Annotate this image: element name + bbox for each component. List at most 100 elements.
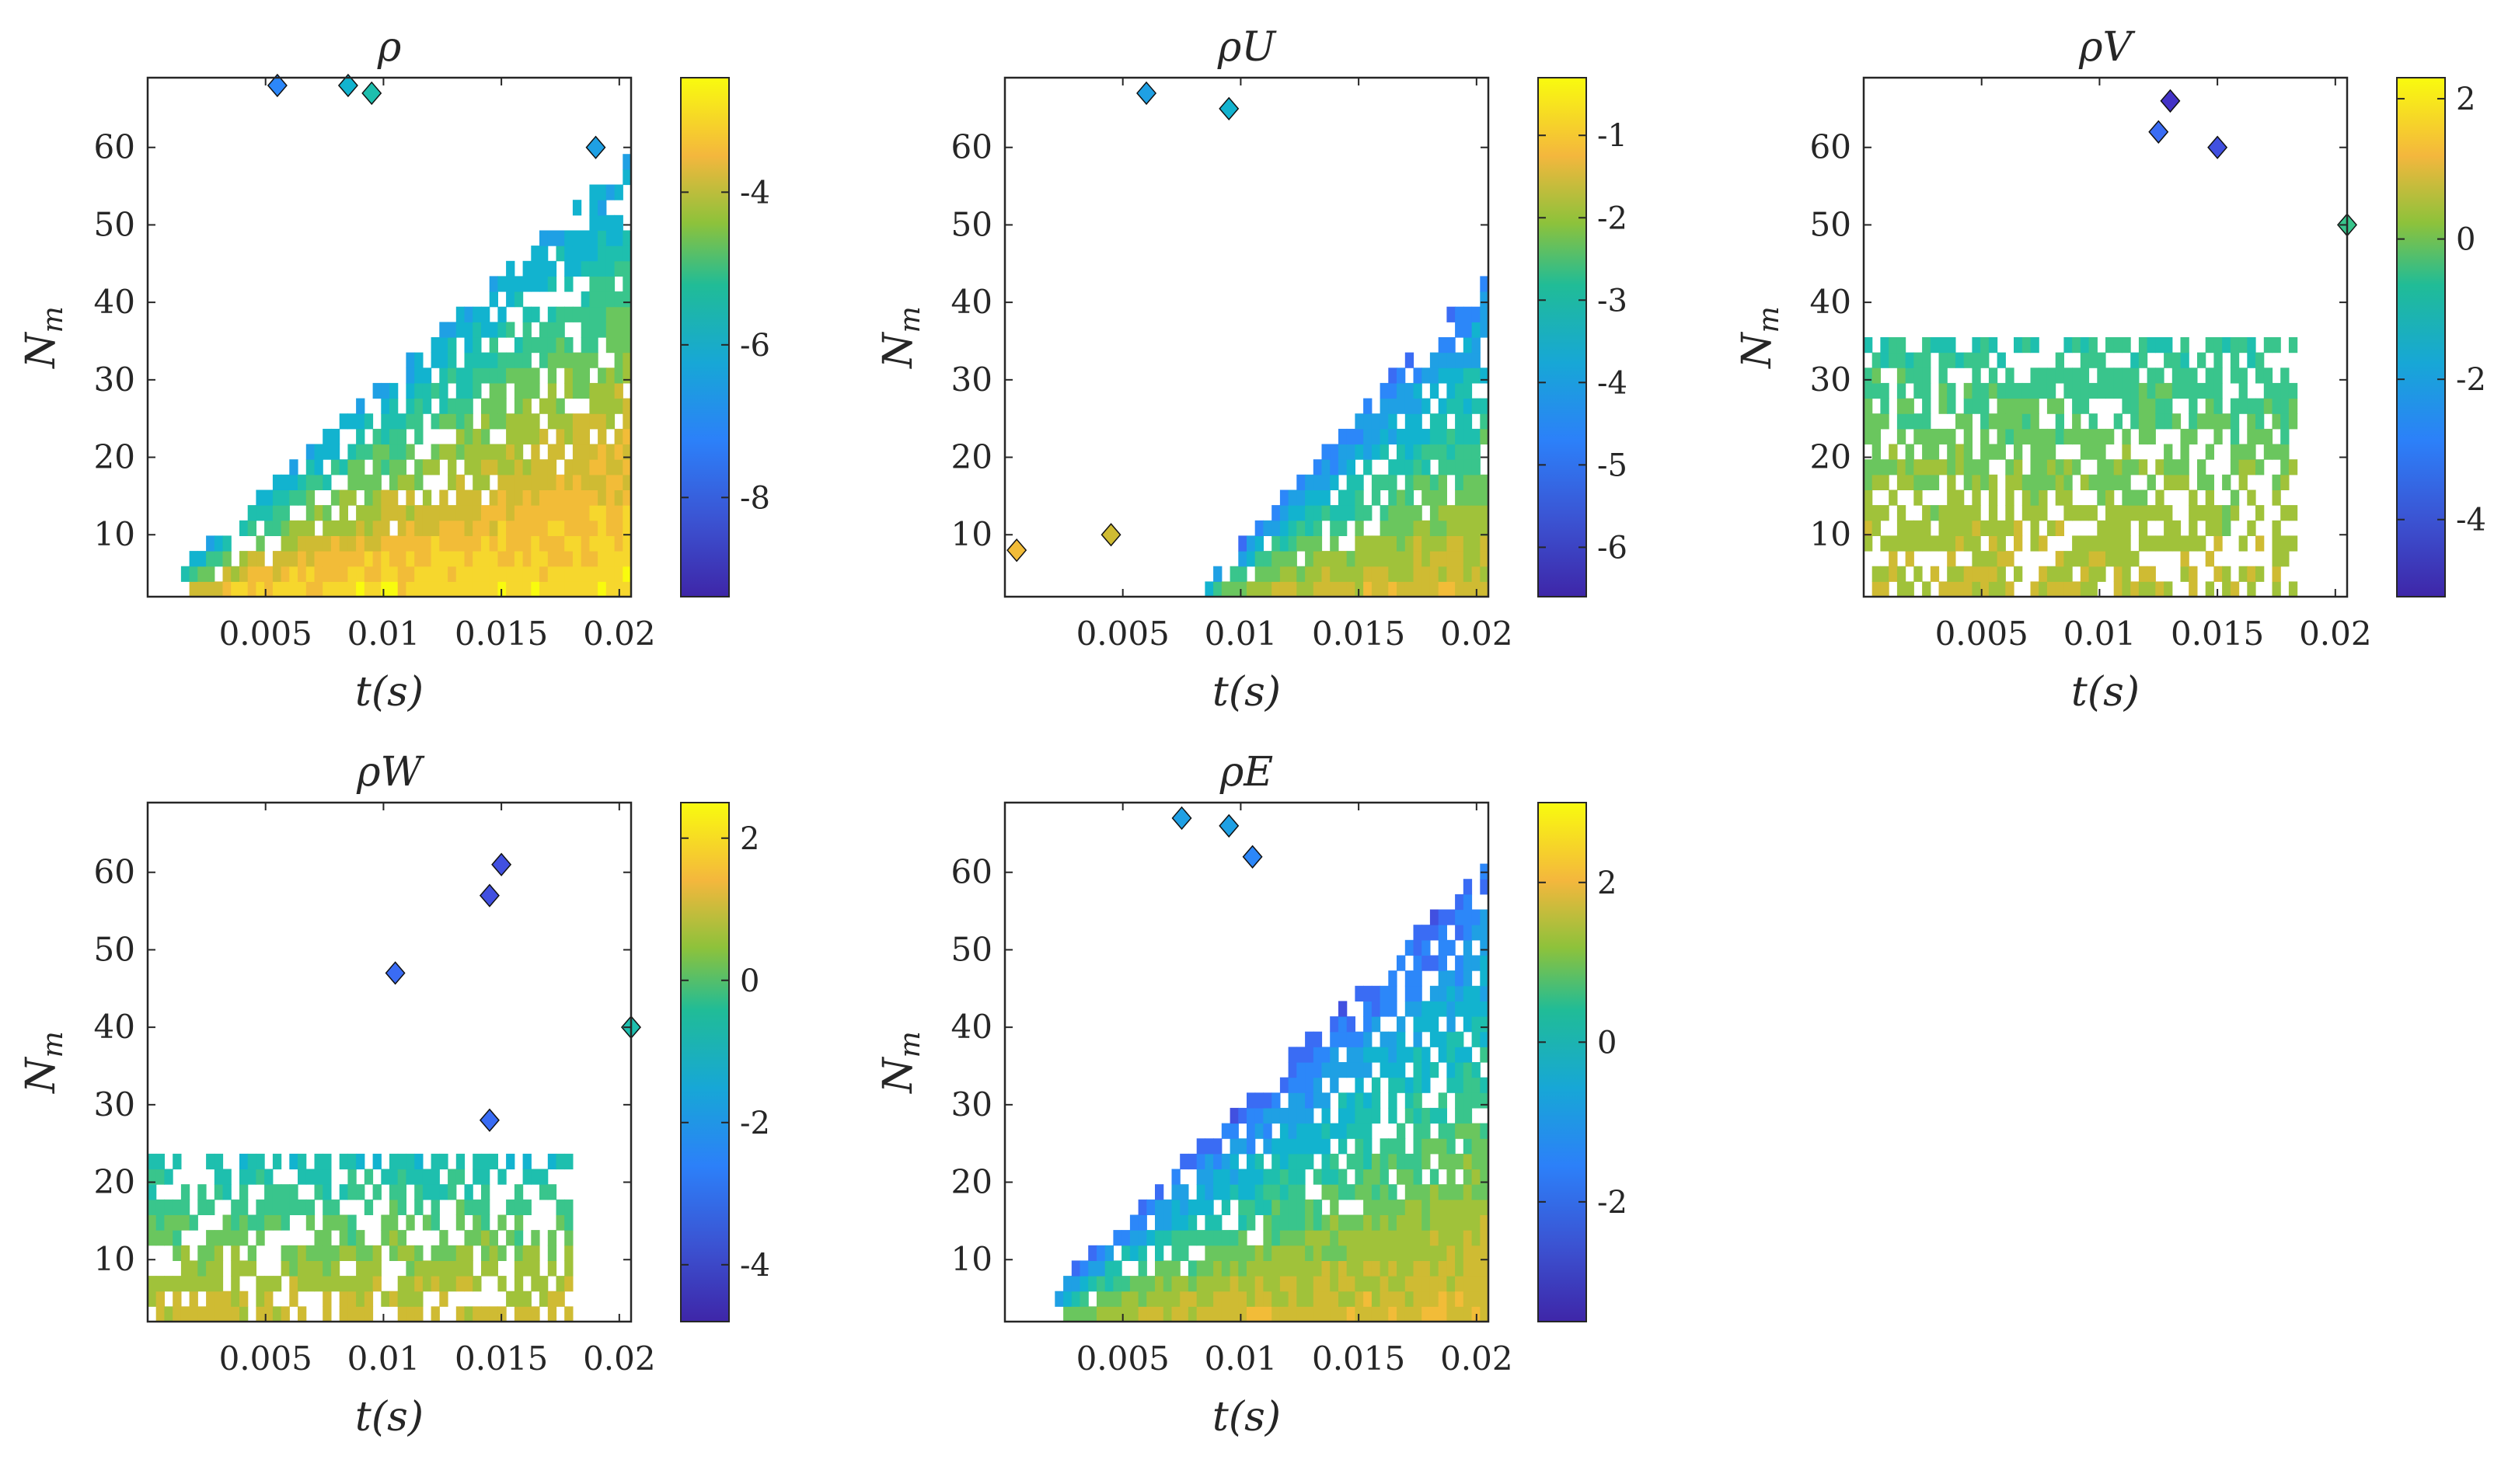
heatmap-cell: [1296, 1260, 1306, 1277]
heatmap-cell: [1446, 566, 1456, 582]
heatmap-cell: [1963, 428, 1973, 445]
heatmap-cell: [314, 566, 323, 582]
heatmap-cell: [1947, 520, 1956, 536]
heatmap-cell: [1889, 489, 1898, 506]
heatmap-cell: [605, 551, 616, 567]
heatmap-cell: [1397, 1138, 1406, 1155]
heatmap-cell: [2055, 413, 2064, 430]
heatmap-cell: [2030, 520, 2039, 536]
heatmap-cell: [1438, 581, 1447, 597]
heatmap-cells: [180, 73, 632, 597]
heatmap-cell: [256, 1199, 265, 1215]
heatmap-cell: [1380, 1276, 1389, 1292]
heatmap-cell: [1330, 1077, 1339, 1093]
heatmap-cell: [1404, 1291, 1414, 1307]
heatmap-cell: [2055, 566, 2064, 582]
heatmap-cell: [1922, 413, 1931, 430]
heatmap-cell: [1321, 1260, 1331, 1277]
axes-frame: [1003, 801, 1490, 1323]
heatmap-cell: [414, 505, 424, 521]
heatmap-cell: [455, 551, 466, 567]
heatmap-cell: [1388, 1047, 1397, 1063]
heatmap-island: [1101, 523, 1121, 547]
heatmap-cell: [589, 505, 598, 521]
heatmap-cell: [1438, 398, 1447, 414]
heatmap-cell: [481, 428, 490, 445]
heatmap-cell: [539, 246, 549, 262]
heatmap-cell: [2171, 382, 2182, 399]
heatmap-cell: [531, 276, 540, 292]
heatmap-cell: [1355, 1031, 1364, 1047]
heatmap-cell: [522, 306, 532, 322]
heatmap-cell: [531, 520, 540, 536]
heatmap-cell: [323, 1260, 332, 1277]
heatmap-cell: [173, 1291, 182, 1307]
heatmap-cell: [1413, 1260, 1422, 1277]
heatmap-cell: [1471, 306, 1481, 322]
heatmap-cell: [481, 1230, 490, 1246]
heatmap-cell: [1254, 551, 1264, 567]
heatmap-cell: [1429, 1199, 1439, 1215]
heatmap-cell: [1305, 1214, 1314, 1231]
heatmap-cell: [1305, 1092, 1314, 1109]
heatmap-cell: [1889, 444, 1898, 460]
x-tick-label: 0.005: [1076, 615, 1170, 653]
heatmap-cell: [2055, 581, 2064, 597]
heatmap-cell: [614, 566, 623, 582]
heatmap-cell: [547, 306, 557, 322]
heatmap-cell: [180, 1260, 190, 1277]
heatmap-cell: [1330, 1276, 1339, 1292]
heatmap-cell: [1455, 955, 1464, 971]
heatmap-cell: [2155, 489, 2164, 506]
heatmap-cell: [1163, 1291, 1173, 1307]
heatmap-cell: [1321, 444, 1331, 460]
heatmap-cell: [1288, 581, 1297, 597]
heatmap-cell: [2122, 337, 2131, 354]
heatmap-cell: [1471, 566, 1481, 582]
heatmap-cell: [1463, 520, 1473, 536]
heatmap-cell: [1421, 1077, 1431, 1093]
heatmap-cell: [231, 1291, 240, 1307]
heatmap-cell: [514, 505, 524, 521]
heatmap-cell: [2055, 352, 2064, 368]
heatmap-cell: [356, 581, 365, 597]
axes-frame: [1003, 76, 1490, 598]
heatmap-cell: [2189, 368, 2198, 384]
heatmap-cell: [1413, 505, 1422, 521]
heatmap-cell: [1330, 1291, 1339, 1307]
heatmap-cell: [431, 352, 440, 368]
heatmap-cell: [1205, 1138, 1214, 1155]
heatmap-cell: [1346, 1230, 1355, 1246]
heatmap-cell: [1163, 1214, 1173, 1231]
heatmap-cell: [1163, 1260, 1173, 1277]
heatmap-cell: [1880, 337, 1889, 354]
heatmap-cell: [1446, 368, 1456, 384]
heatmap-cell: [2205, 413, 2214, 430]
y-tick-label: 50: [1810, 205, 1851, 243]
heatmap-cell: [2164, 505, 2173, 521]
heatmap-cell: [298, 1199, 307, 1215]
heatmap-cell: [1330, 1184, 1339, 1200]
heatmap-cell: [1247, 1138, 1256, 1155]
heatmap-cell: [1221, 1291, 1231, 1307]
heatmap-cell: [2189, 428, 2198, 445]
heatmap-cell: [2030, 398, 2039, 414]
heatmap-cell: [1388, 1092, 1397, 1109]
heatmap-cell: [564, 230, 574, 246]
heatmap-cell: [1138, 1260, 1147, 1277]
heatmap-cell: [1313, 1047, 1323, 1063]
heatmap-cell: [281, 474, 290, 490]
heatmap-cell: [1480, 306, 1489, 322]
heatmap-cell: [605, 260, 616, 277]
heatmap-cell: [481, 413, 490, 430]
heatmap-cell: [605, 322, 616, 338]
heatmap-cell: [1296, 1184, 1306, 1200]
heatmap-cell: [1429, 1184, 1439, 1200]
heatmap-cell: [547, 581, 557, 597]
heatmap-cell: [1947, 489, 1956, 506]
heatmap-cell: [522, 337, 532, 354]
heatmap-cell: [1421, 1306, 1431, 1322]
heatmap-cell: [1380, 1291, 1389, 1307]
heatmap-cell: [1263, 1199, 1272, 1215]
heatmap-cell: [2247, 489, 2256, 506]
